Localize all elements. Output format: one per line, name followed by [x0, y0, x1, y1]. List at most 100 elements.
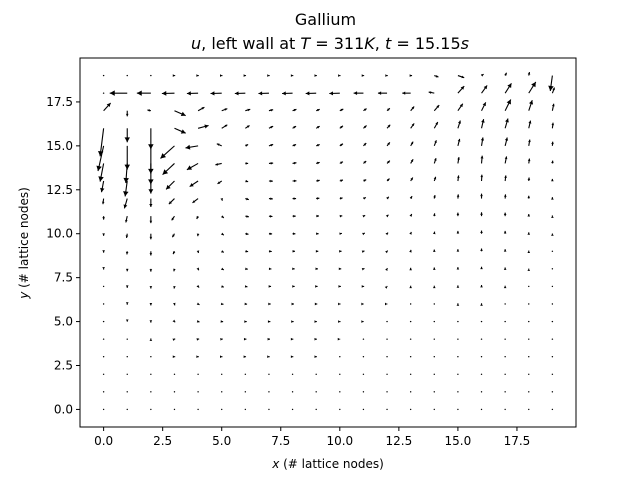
- vector-arrow: [386, 338, 387, 339]
- vector-arrow: [481, 338, 482, 339]
- vector-arrow: [528, 286, 529, 287]
- vector-arrow: [127, 75, 128, 76]
- vector-arrow: [528, 391, 529, 392]
- vector-arrow: [504, 338, 505, 339]
- vector-arrow: [197, 391, 198, 392]
- vector-arrow: [410, 391, 411, 392]
- chart-subtitle: u, left wall at T = 311K, t = 15.15s: [191, 34, 469, 53]
- vector-arrow: [339, 409, 340, 410]
- vector-arrow: [245, 409, 246, 410]
- vector-arrow: [504, 374, 505, 375]
- vector-arrow: [504, 321, 505, 322]
- vector-arrow: [150, 356, 151, 357]
- vector-arrow: [410, 356, 411, 357]
- vector-arrow: [552, 356, 553, 357]
- x-axis-label: x (# lattice nodes): [271, 457, 384, 471]
- vector-arrow: [528, 409, 529, 410]
- vector-arrow: [103, 391, 104, 392]
- vector-arrow: [481, 391, 482, 392]
- vector-arrow: [386, 391, 387, 392]
- vector-arrow: [434, 356, 435, 357]
- vector-arrow: [481, 409, 482, 410]
- vector-arrow: [386, 356, 387, 357]
- vector-arrow: [127, 391, 128, 392]
- vector-arrow: [268, 409, 269, 410]
- vector-arrow: [268, 391, 269, 392]
- vector-arrow: [103, 92, 104, 93]
- vector-arrow: [504, 356, 505, 357]
- chart-title: Gallium: [295, 10, 356, 29]
- y-tick-label: 15.0: [46, 139, 73, 153]
- vector-arrow: [552, 251, 553, 252]
- x-tick-label: 2.5: [153, 434, 172, 448]
- vector-arrow: [197, 374, 198, 375]
- vector-arrow: [528, 303, 529, 304]
- vector-arrow: [103, 303, 104, 304]
- vector-arrow: [292, 391, 293, 392]
- vector-arrow: [127, 409, 128, 410]
- vector-arrow: [339, 356, 340, 357]
- vector-arrow: [363, 409, 364, 410]
- vector-arrow: [410, 321, 411, 322]
- vector-arrow: [150, 75, 151, 76]
- vector-arrow: [127, 356, 128, 357]
- vector-arrow: [434, 321, 435, 322]
- y-tick-label: 0.0: [54, 402, 73, 416]
- vector-arrow: [552, 409, 553, 410]
- vector-arrow: [292, 374, 293, 375]
- vector-arrow: [386, 374, 387, 375]
- vector-arrow: [481, 374, 482, 375]
- vector-arrow: [103, 409, 104, 410]
- vector-arrow: [221, 409, 222, 410]
- vector-arrow: [504, 391, 505, 392]
- vector-arrow: [315, 391, 316, 392]
- vector-arrow: [528, 356, 529, 357]
- vector-arrow: [504, 409, 505, 410]
- x-tick-label: 10.0: [326, 434, 353, 448]
- vector-arrow: [363, 391, 364, 392]
- y-tick-label: 5.0: [54, 315, 73, 329]
- vector-arrow: [410, 303, 411, 304]
- vector-arrow: [150, 374, 151, 375]
- y-tick-label: 10.0: [46, 227, 73, 241]
- vector-arrow: [552, 286, 553, 287]
- vector-arrow: [457, 338, 458, 339]
- vector-arrow: [363, 338, 364, 339]
- vector-arrow: [292, 409, 293, 410]
- vector-arrow: [197, 409, 198, 410]
- vector-arrow: [315, 374, 316, 375]
- x-tick-label: 12.5: [385, 434, 412, 448]
- vector-arrow: [103, 374, 104, 375]
- vector-arrow: [528, 374, 529, 375]
- vector-arrow: [528, 338, 529, 339]
- vector-arrow: [552, 338, 553, 339]
- vector-arrow: [174, 374, 175, 375]
- vector-arrow: [434, 409, 435, 410]
- x-tick-label: 15.0: [445, 434, 472, 448]
- y-tick-label: 2.5: [54, 359, 73, 373]
- vector-arrow: [127, 338, 128, 339]
- vector-arrow: [363, 374, 364, 375]
- vector-arrow: [221, 391, 222, 392]
- vector-arrow: [386, 321, 387, 322]
- vector-arrow: [528, 321, 529, 322]
- vector-arrow: [245, 391, 246, 392]
- vector-arrow: [434, 391, 435, 392]
- vector-arrow: [457, 409, 458, 410]
- x-tick-label: 7.5: [271, 434, 290, 448]
- vector-arrow: [457, 321, 458, 322]
- vector-arrow: [103, 286, 104, 287]
- vector-arrow: [103, 356, 104, 357]
- y-tick-label: 7.5: [54, 271, 73, 285]
- vector-arrow: [552, 303, 553, 304]
- vector-arrow: [386, 409, 387, 410]
- y-tick-label: 17.5: [46, 95, 73, 109]
- vector-arrow: [150, 409, 151, 410]
- vector-arrow: [434, 338, 435, 339]
- vector-arrow: [339, 391, 340, 392]
- vector-arrow: [552, 268, 553, 269]
- x-tick-label: 0.0: [94, 434, 113, 448]
- vector-arrow: [174, 409, 175, 410]
- vector-arrow: [410, 374, 411, 375]
